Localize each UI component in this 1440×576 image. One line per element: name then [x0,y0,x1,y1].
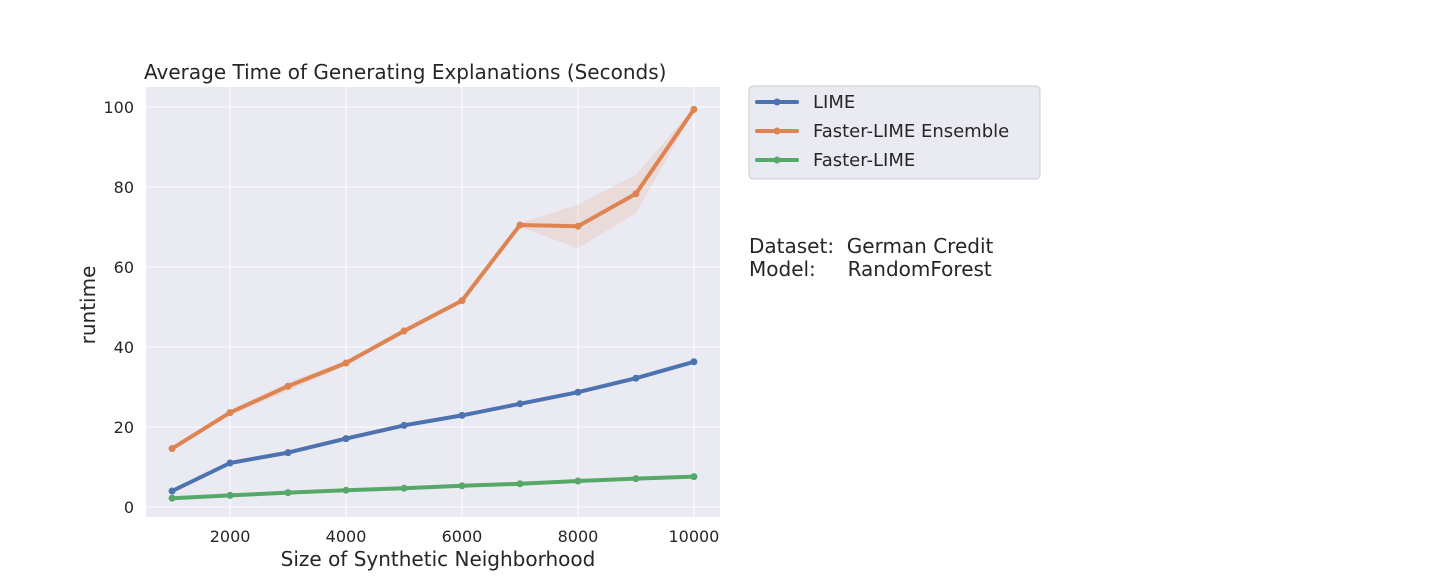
data-point [400,327,408,335]
series-line [170,359,696,493]
y-tick-label: 20 [114,418,134,437]
x-tick-label: 8000 [558,527,599,546]
x-tick-label: 4000 [326,527,367,546]
data-point [690,105,698,113]
annotation: Dataset: German Credit Model: RandomFores… [749,235,993,281]
legend-label: LIME [813,92,855,113]
data-point [226,491,234,499]
data-point [632,475,640,483]
data-point [632,190,640,198]
data-point [516,400,524,408]
legend-marker [773,98,781,106]
data-point [516,221,524,229]
data-point [284,382,292,390]
legend-label: Faster-LIME [813,150,915,171]
series-lines [168,105,698,502]
data-point [458,482,466,490]
data-point [574,477,582,485]
data-point [458,411,466,419]
legend-label: Faster-LIME Ensemble [813,121,1009,142]
y-axis-label: runtime [76,266,100,345]
grid-lines [146,87,720,517]
data-point [284,489,292,497]
x-tick-label: 2000 [210,527,251,546]
legend: LIME Faster-LIME Ensemble Faster-LIME [748,85,1041,180]
tick-labels: 2000 4000 6000 8000 10000 0 20 40 60 80 100 [103,98,719,546]
data-point [168,445,176,453]
y-tick-label: 0 [124,498,134,517]
y-tick-label: 100 [103,98,134,117]
data-point [690,473,698,481]
chart-title: Average Time of Generating Explanations … [144,60,666,84]
data-point [342,486,350,494]
data-point [632,374,640,382]
data-point [168,487,176,495]
x-tick-label: 6000 [442,527,483,546]
annotation-dataset: Dataset: German Credit [749,234,994,258]
legend-marker [773,127,781,135]
y-tick-label: 80 [114,178,134,197]
data-point [574,222,582,230]
series-line [170,107,696,451]
data-point [400,421,408,429]
y-tick-label: 40 [114,338,134,357]
y-tick-label: 60 [114,258,134,277]
legend-box [748,85,1041,180]
data-point [516,480,524,488]
data-point [168,494,176,502]
data-point [574,388,582,396]
data-point [226,459,234,467]
annotation-model: Model: RandomForest [749,257,992,281]
series-line [170,474,696,501]
x-tick-label: 10000 [668,527,719,546]
data-point [400,484,408,492]
data-point [342,359,350,367]
x-axis-label: Size of Synthetic Neighborhood [281,547,596,571]
data-point [458,297,466,305]
data-point [690,358,698,366]
data-point [342,435,350,443]
data-point [284,449,292,457]
data-point [226,409,234,417]
plot-area [146,87,720,517]
legend-marker [773,156,781,164]
